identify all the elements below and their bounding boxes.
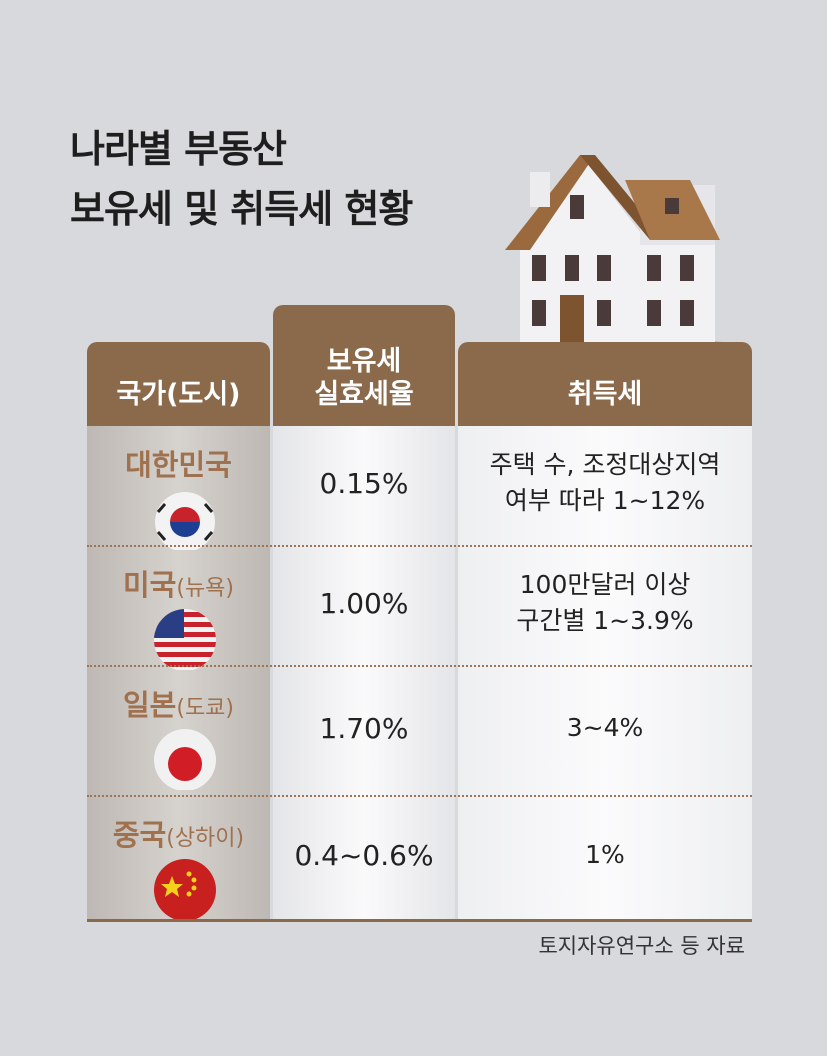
acquisition-line: 주택 수, 조정대상지역	[489, 449, 721, 479]
header-cell: 취득세	[458, 342, 752, 426]
house-illustration	[505, 155, 745, 358]
rate-cell: 0.15%	[273, 426, 455, 540]
rate: 1.00%	[319, 586, 409, 620]
city: (상하이)	[166, 826, 245, 851]
acquisition-line: 1%	[585, 839, 625, 869]
city: (뉴욕)	[176, 576, 235, 601]
source: 토지자유연구소 등 자료	[538, 934, 745, 958]
acquisition-line: 여부 따라 1~12%	[504, 486, 706, 515]
rate: 1.70%	[319, 711, 409, 745]
country: 대한민국	[125, 448, 232, 482]
header-text: 취득세	[567, 379, 643, 411]
rate: 0.4~0.6%	[294, 838, 434, 872]
header-text: 실효세율	[314, 379, 414, 411]
country-name: 미국(뉴욕)	[87, 562, 270, 604]
acquisition-line: 구간별 1~3.9%	[516, 606, 694, 635]
country: 중국	[112, 818, 167, 852]
acquisition-column	[458, 426, 752, 920]
country-name: 대한민국	[87, 442, 270, 484]
city: (도쿄)	[176, 696, 235, 721]
country-name: 중국(상하이)	[87, 812, 270, 854]
rate: 0.15%	[319, 466, 409, 500]
header-text: 국가(도시)	[116, 379, 241, 411]
country: 일본	[122, 688, 177, 722]
rate-cell: 1.70%	[273, 666, 455, 790]
flag-china	[154, 859, 216, 920]
flag-japan	[154, 729, 216, 790]
row-separator	[87, 795, 752, 797]
country-name: 일본(도쿄)	[87, 682, 270, 724]
row-separator	[87, 665, 752, 667]
header-cell: 국가(도시)	[87, 342, 270, 426]
row-separator	[87, 545, 752, 547]
country: 미국	[122, 568, 177, 602]
flag-korea	[155, 492, 215, 550]
table-bottom-rule	[87, 919, 752, 922]
header-text: 보유세	[326, 345, 402, 377]
rate-column	[273, 426, 455, 920]
rate-cell: 0.4~0.6%	[273, 796, 455, 914]
acquisition-line: 100만달러 이상	[519, 569, 691, 599]
acquisition-cell: 1%	[458, 796, 752, 914]
header-cell: 보유세 실효세율	[273, 305, 455, 426]
title-line: 보유세 및 취득세 현황	[70, 187, 413, 231]
acquisition-line: 3~4%	[566, 712, 644, 742]
rate-cell: 1.00%	[273, 546, 455, 660]
title-line: 나라별 부동산	[70, 127, 287, 171]
acquisition-cell: 3~4%	[458, 666, 752, 790]
flag-usa	[154, 609, 216, 670]
